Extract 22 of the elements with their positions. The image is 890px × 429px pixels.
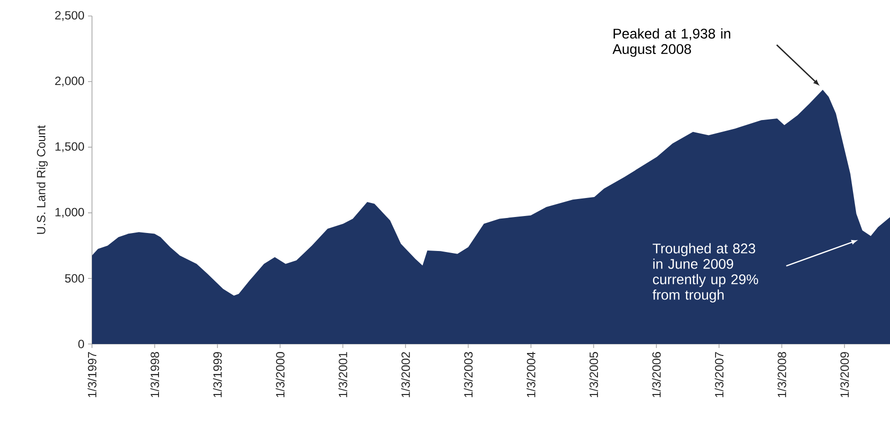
y-axis-title: U.S. Land Rig Count: [36, 125, 48, 234]
y-tick-label: 500: [65, 274, 84, 283]
y-tick-label: 0: [78, 340, 84, 348]
x-tick-label: 1/3/2009: [840, 352, 849, 398]
x-tick-label: 1/3/2003: [464, 352, 473, 398]
x-tick-label: 1/3/2008: [777, 352, 786, 398]
y-tick-label: 2,000: [55, 76, 84, 87]
annotation: Peaked at 1,938 in August 2008: [612, 28, 730, 57]
x-tick-label: 1/3/2000: [276, 352, 285, 398]
x-tick-label: 1/3/1998: [150, 352, 160, 398]
annotation: Troughed at 823 in June 2009 currently up 29% from trough: [652, 243, 758, 302]
y-tick-label: 2,500: [55, 11, 84, 21]
y-tick-label: 1,500: [55, 142, 84, 152]
y-tick-label: 1,000: [55, 208, 84, 218]
x-tick-label: 1/3/2006: [652, 352, 661, 398]
x-tick-label: 1/3/1999: [213, 352, 222, 398]
x-tick-label: 1/3/2007: [714, 352, 724, 398]
x-tick-label: 1/3/1997: [88, 352, 96, 398]
x-tick-label: 1/3/2001: [338, 352, 348, 398]
x-tick-label: 1/3/2004: [526, 352, 536, 398]
x-tick-label: 1/3/2005: [589, 352, 598, 398]
x-tick-label: 1/3/2002: [401, 352, 410, 398]
